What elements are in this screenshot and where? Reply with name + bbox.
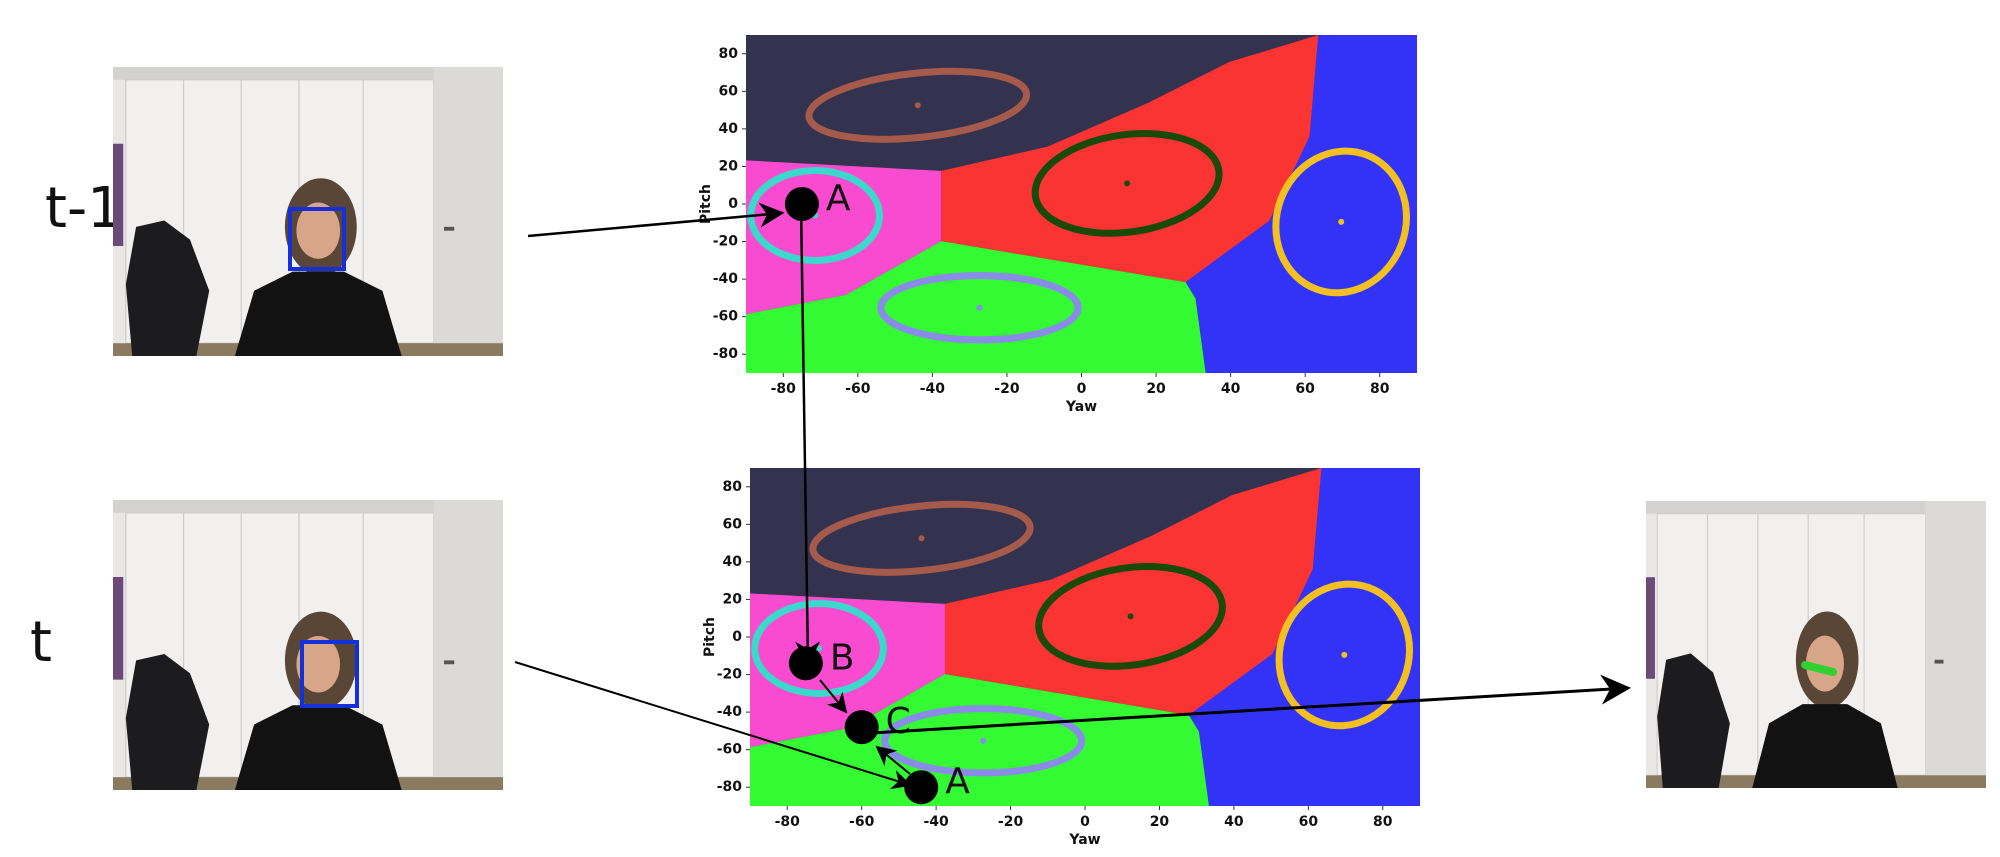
x-tick-label: -40 [923,814,949,830]
cluster-ellipse [1031,129,1223,237]
x-tick-label: 40 [1221,381,1241,397]
photo [1646,501,1986,788]
time-label: t [30,610,52,675]
plot: -80 -60 -40 -20 0 20 40 60 80 -80 -60 -40 -20 0 20 40 60… [702,468,1420,848]
y-tick-label: 0 [728,196,738,212]
cluster-center [980,737,987,744]
x-tick-label: -80 [775,814,801,830]
x-axis-label: Yaw [1068,832,1100,848]
photo [113,500,503,790]
x-tick-label: 0 [1080,814,1090,830]
point-label: C [886,701,911,742]
y-tick-label: 60 [719,83,739,99]
cluster-center [1124,180,1131,187]
y-tick-label: 40 [723,554,743,570]
arrow [527,202,785,238]
face-box [288,207,346,271]
arrow [514,661,912,790]
cluster-ellipse [1035,562,1226,670]
arrow [795,204,821,667]
cluster-center [976,304,983,311]
y-axis-label: Pitch [698,184,714,224]
cluster-center [914,102,921,109]
y-axis-label: Pitch [702,617,718,657]
y-tick-label: -60 [717,742,743,758]
gaze-direction [1801,661,1837,676]
x-tick-label: 20 [1150,814,1170,830]
cluster-ellipse [805,67,1031,143]
cluster-ellipse [1275,580,1414,730]
x-tick-label: 0 [1077,381,1087,397]
x-tick-label: 20 [1146,381,1166,397]
x-tick-label: -40 [920,381,946,397]
x-tick-label: -20 [994,381,1020,397]
y-tick-label: 80 [719,46,739,62]
cluster-center [1338,218,1345,225]
cluster-ellipse [809,500,1034,576]
arrows [514,202,1631,790]
y-tick-label: -80 [717,779,743,795]
cluster-ellipse [1272,147,1410,297]
x-tick-label: 80 [1370,381,1390,397]
x-axis-label: Yaw [1065,399,1097,415]
arrow [819,679,848,714]
point-label: A [826,178,851,219]
cluster-ellipse [877,272,1082,344]
y-tick-label: 20 [723,591,743,607]
x-tick-label: -20 [998,814,1024,830]
y-tick-label: -20 [713,234,739,250]
y-tick-label: 60 [723,516,743,532]
x-tick-label: 60 [1295,381,1315,397]
region [944,468,1322,716]
x-tick-label: -60 [849,814,875,830]
y-tick-label: 40 [719,121,739,137]
head-pose-point [844,710,879,745]
arrow [875,745,911,775]
x-tick-label: -60 [845,381,871,397]
y-tick-label: 20 [719,158,739,174]
head-pose-point [784,187,819,221]
region [941,35,1319,283]
y-tick-label: -40 [717,704,743,720]
cluster-center [1127,613,1134,620]
cluster-center [1341,651,1348,658]
time-label: t-1 [45,176,123,241]
y-tick-label: -60 [713,309,739,325]
photo [113,67,503,356]
x-tick-label: -80 [771,381,797,397]
y-tick-label: -20 [717,667,743,683]
y-tick-label: -40 [713,271,739,287]
region [750,674,1209,806]
x-tick-label: 80 [1373,814,1393,830]
head-pose-point [788,646,823,681]
y-tick-label: -80 [713,346,739,362]
y-tick-label: 80 [723,479,743,495]
face-box [300,640,359,708]
region [750,593,945,748]
x-tick-label: 40 [1224,814,1244,830]
point-label: A [945,761,970,802]
cluster-ellipse [881,705,1086,777]
point-label: B [830,637,855,678]
region [746,241,1206,373]
cluster-ellipse [751,600,887,697]
plots: -80 -60 -40 -20 0 20 40 60 80 -80 -60 -40 -20 0 20 40 60… [698,35,1420,848]
x-tick-label: 60 [1299,814,1319,830]
head-pose-point [904,770,939,805]
cluster-center [918,535,925,542]
y-tick-label: 0 [732,629,742,645]
plot: -80 -60 -40 -20 0 20 40 60 80 -80 -60 -40 -20 0 20 40 60… [698,35,1417,415]
arrow [871,674,1631,735]
